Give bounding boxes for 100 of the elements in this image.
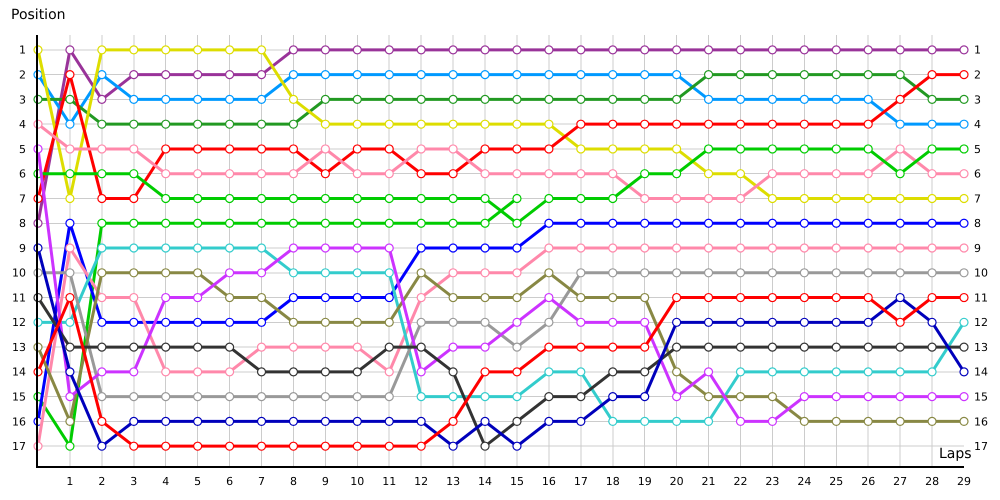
y2-tick-label: 3 <box>974 93 981 106</box>
x-tick-label: 10 <box>350 474 364 488</box>
point <box>736 292 746 302</box>
point <box>97 120 106 129</box>
point <box>97 218 106 228</box>
point <box>672 45 682 54</box>
point <box>544 194 554 204</box>
point <box>224 94 234 104</box>
point <box>864 45 873 54</box>
point <box>352 342 362 352</box>
point <box>416 144 426 154</box>
point <box>193 218 202 228</box>
point <box>129 94 138 104</box>
point <box>65 416 75 426</box>
point <box>672 292 682 302</box>
point <box>640 144 650 154</box>
x-tick-label: 20 <box>670 474 684 488</box>
point <box>448 169 458 178</box>
point <box>288 45 298 54</box>
point <box>352 94 362 104</box>
point <box>768 218 778 228</box>
point <box>576 120 586 129</box>
point <box>736 268 746 278</box>
y-tick-label: 10 <box>12 266 26 280</box>
point <box>704 120 714 129</box>
point <box>704 243 714 253</box>
point <box>576 367 586 376</box>
point <box>97 45 106 54</box>
point <box>352 169 362 178</box>
point <box>864 120 873 129</box>
point <box>896 367 905 376</box>
y-tick-label: 17 <box>12 440 26 454</box>
y2-tick-label: 4 <box>974 118 981 132</box>
point <box>544 268 554 278</box>
point <box>672 144 682 154</box>
point <box>193 268 202 278</box>
point <box>352 442 362 451</box>
point <box>800 268 809 278</box>
point <box>672 243 682 253</box>
point <box>896 392 905 402</box>
y2-tick-label: 5 <box>974 142 981 156</box>
point <box>640 45 650 54</box>
point <box>672 318 682 327</box>
point <box>384 218 394 228</box>
y2-tick-label: 1 <box>974 44 981 57</box>
point <box>768 70 778 80</box>
point <box>768 342 778 352</box>
point <box>768 243 778 253</box>
point <box>224 70 234 80</box>
point <box>65 268 75 278</box>
point <box>640 94 650 104</box>
y2-tick-label: 16 <box>974 415 988 428</box>
x-tick-label: 28 <box>925 474 940 488</box>
point <box>288 342 298 352</box>
point <box>65 120 75 129</box>
point <box>768 416 778 426</box>
point <box>512 120 522 129</box>
point <box>736 342 746 352</box>
point <box>97 169 106 178</box>
point <box>672 120 682 129</box>
point <box>129 70 138 80</box>
point <box>288 243 298 253</box>
point <box>320 268 330 278</box>
point <box>927 318 937 327</box>
point <box>448 318 458 327</box>
point <box>384 442 394 451</box>
point <box>288 194 298 204</box>
point <box>224 194 234 204</box>
point <box>864 218 873 228</box>
point <box>927 94 937 104</box>
point <box>959 194 969 204</box>
point <box>193 144 202 154</box>
point <box>959 45 969 54</box>
point <box>224 416 234 426</box>
point <box>384 94 394 104</box>
point <box>608 318 618 327</box>
point <box>129 292 138 302</box>
point <box>576 392 586 402</box>
point <box>320 144 330 154</box>
point <box>193 367 202 376</box>
point <box>832 70 841 80</box>
point <box>512 342 522 352</box>
point <box>512 144 522 154</box>
point <box>864 292 873 302</box>
point <box>288 70 298 80</box>
point <box>161 169 170 178</box>
point <box>416 392 426 402</box>
point <box>832 416 841 426</box>
y-tick-label: 9 <box>19 242 26 255</box>
point <box>800 70 809 80</box>
point <box>288 416 298 426</box>
point <box>448 442 458 451</box>
y-tick-label: 4 <box>19 118 26 132</box>
point <box>161 318 170 327</box>
point <box>416 70 426 80</box>
point <box>704 70 714 80</box>
point <box>161 194 170 204</box>
point <box>864 169 873 178</box>
point <box>384 243 394 253</box>
point <box>959 392 969 402</box>
